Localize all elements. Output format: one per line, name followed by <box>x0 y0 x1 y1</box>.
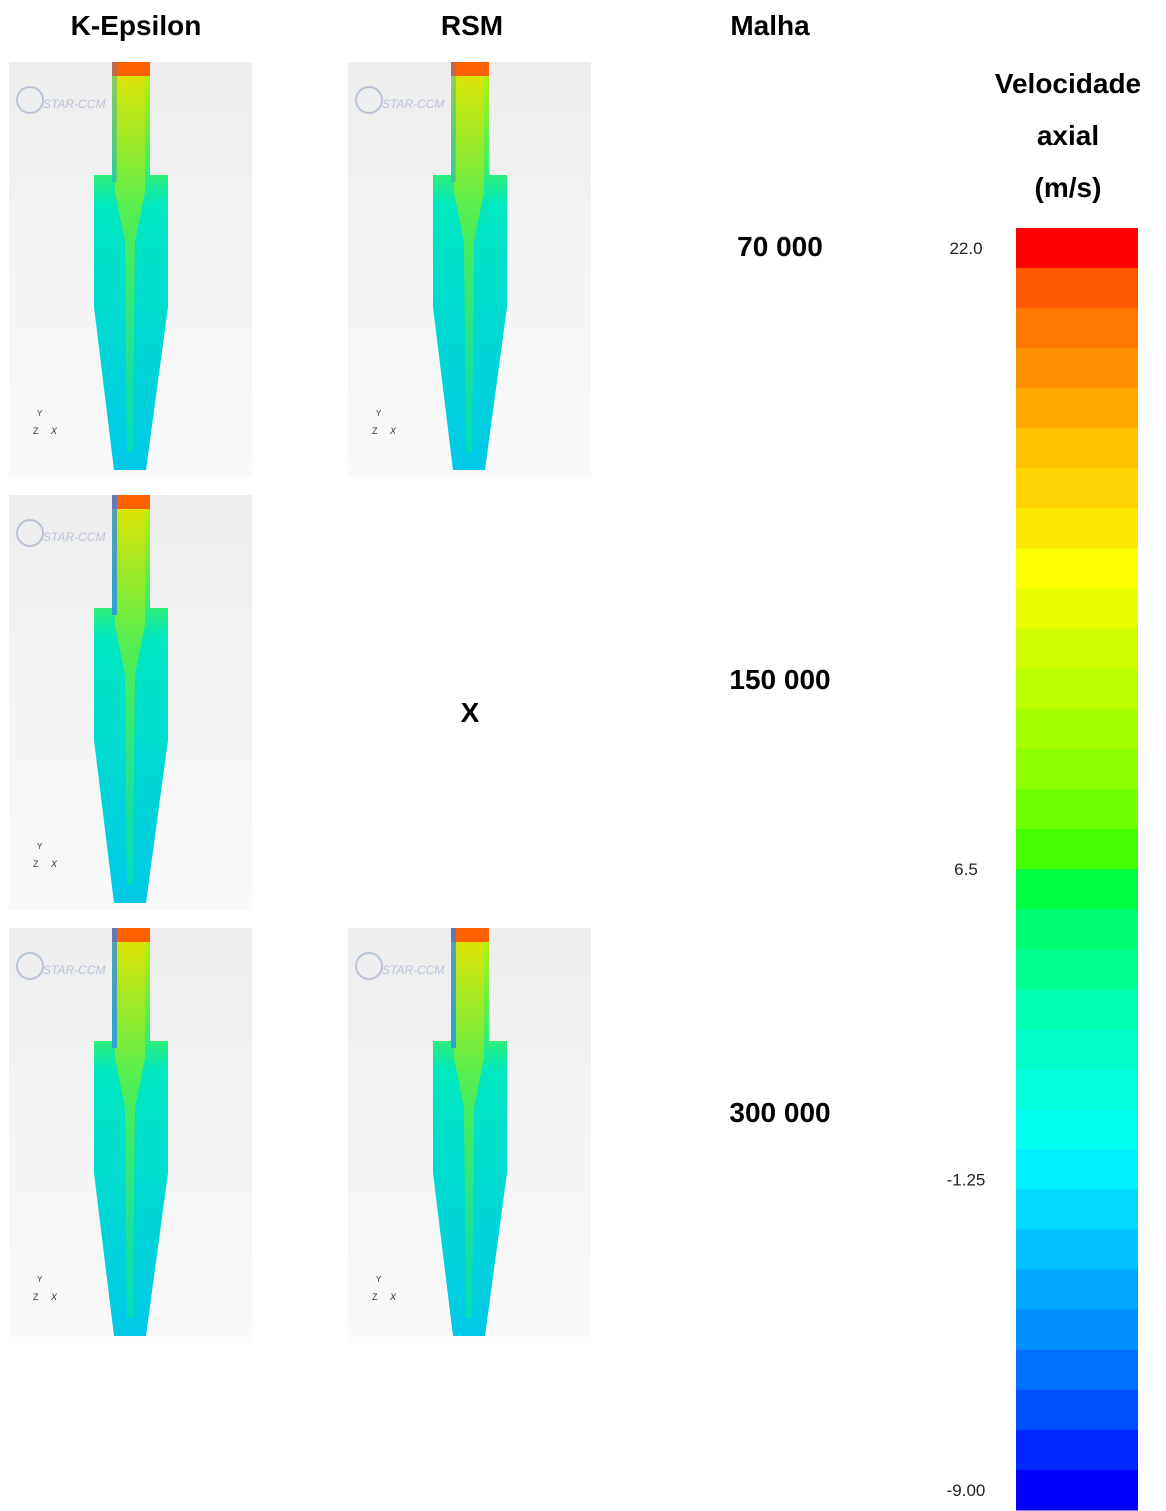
colorbar-band <box>1016 1270 1138 1311</box>
colorbar-tick-label: -9.00 <box>947 1481 986 1500</box>
colorbar-band <box>1016 989 1138 1030</box>
simulation-image: STAR-CCM YZ X <box>348 62 591 477</box>
colorbar-band <box>1016 228 1138 269</box>
mesh-label: 70 000 <box>737 231 823 262</box>
triad-label: Y <box>37 409 43 418</box>
wall-band <box>112 928 117 1048</box>
colorbar-band <box>1016 949 1138 990</box>
column-header: Malha <box>730 10 810 41</box>
colorbar-band <box>1016 1350 1138 1391</box>
wall-band <box>112 62 117 182</box>
watermark: STAR-CCM <box>43 963 105 977</box>
simulation-image: STAR-CCM YZ X <box>348 928 591 1343</box>
triad-label: X <box>50 1292 58 1302</box>
triad-label: X <box>389 1292 397 1302</box>
triad-label: Y <box>376 1275 382 1284</box>
colorbar-band <box>1016 549 1138 590</box>
colorbar-band <box>1016 268 1138 309</box>
colorbar-tick-label: 6.5 <box>954 860 978 879</box>
colorbar-band <box>1016 1149 1138 1190</box>
colorbar-band <box>1016 1190 1138 1231</box>
inlet-hot <box>451 928 489 942</box>
colorbar-band <box>1016 629 1138 670</box>
wall-band <box>451 62 456 182</box>
colorbar-tick-label: 22.0 <box>949 239 982 258</box>
colorbar-band <box>1016 428 1138 469</box>
triad-label: X <box>50 426 58 436</box>
triad-label: Y <box>37 842 43 851</box>
colorbar-band <box>1016 869 1138 910</box>
colorbar-band <box>1016 829 1138 870</box>
simulation-image: STAR-CCM YZ X <box>9 62 252 477</box>
simulation-image: STAR-CCM YZ X <box>9 495 252 910</box>
colorbar-band <box>1016 1029 1138 1070</box>
triad-label: Z <box>33 426 39 436</box>
triad-label: Y <box>376 409 382 418</box>
colorbar-band <box>1016 1109 1138 1150</box>
colorbar-band <box>1016 669 1138 710</box>
colorbar-band <box>1016 749 1138 790</box>
colorbar-band <box>1016 909 1138 950</box>
triad-label: Z <box>33 1292 39 1302</box>
triad-label: Y <box>37 1275 43 1284</box>
colorbar-title: (m/s) <box>1035 172 1102 203</box>
wall-band <box>451 928 456 1048</box>
triad-label: X <box>389 426 397 436</box>
colorbar-title: axial <box>1037 120 1099 151</box>
column-header: RSM <box>441 10 503 41</box>
triad-label: X <box>50 859 58 869</box>
colorbar-band <box>1016 1430 1138 1471</box>
mesh-label: 300 000 <box>729 1097 830 1128</box>
column-header: K-Epsilon <box>71 10 202 41</box>
inlet-hot <box>112 62 150 76</box>
colorbar-band <box>1016 508 1138 549</box>
triad-label: Z <box>372 426 378 436</box>
mesh-label: 150 000 <box>729 664 830 695</box>
colorbar-band <box>1016 1069 1138 1110</box>
colorbar-band <box>1016 348 1138 389</box>
colorbar-title: Velocidade <box>995 68 1141 99</box>
colorbar-band <box>1016 308 1138 349</box>
watermark: STAR-CCM <box>382 97 444 111</box>
missing-mark: X <box>461 697 480 728</box>
colorbar-band <box>1016 789 1138 830</box>
colorbar-band <box>1016 388 1138 429</box>
colorbar-band <box>1016 1470 1138 1511</box>
colorbar-band <box>1016 468 1138 509</box>
colorbar-band <box>1016 1230 1138 1271</box>
colorbar-band <box>1016 709 1138 750</box>
triad-label: Z <box>33 859 39 869</box>
colorbar-band <box>1016 1310 1138 1351</box>
wall-band <box>112 495 117 615</box>
watermark: STAR-CCM <box>43 97 105 111</box>
watermark: STAR-CCM <box>382 963 444 977</box>
colorbar-band <box>1016 1390 1138 1431</box>
inlet-hot <box>451 62 489 76</box>
simulation-image: STAR-CCM YZ X <box>9 928 252 1343</box>
colorbar-tick-label: -1.25 <box>947 1170 986 1189</box>
triad-label: Z <box>372 1292 378 1302</box>
inlet-hot <box>112 495 150 509</box>
figure: K-Epsilon RSM Malha STAR-CCMYZXSTAR-CCMY… <box>0 0 1166 1511</box>
inlet-hot <box>112 928 150 942</box>
colorbar-band <box>1016 589 1138 630</box>
watermark: STAR-CCM <box>43 530 105 544</box>
